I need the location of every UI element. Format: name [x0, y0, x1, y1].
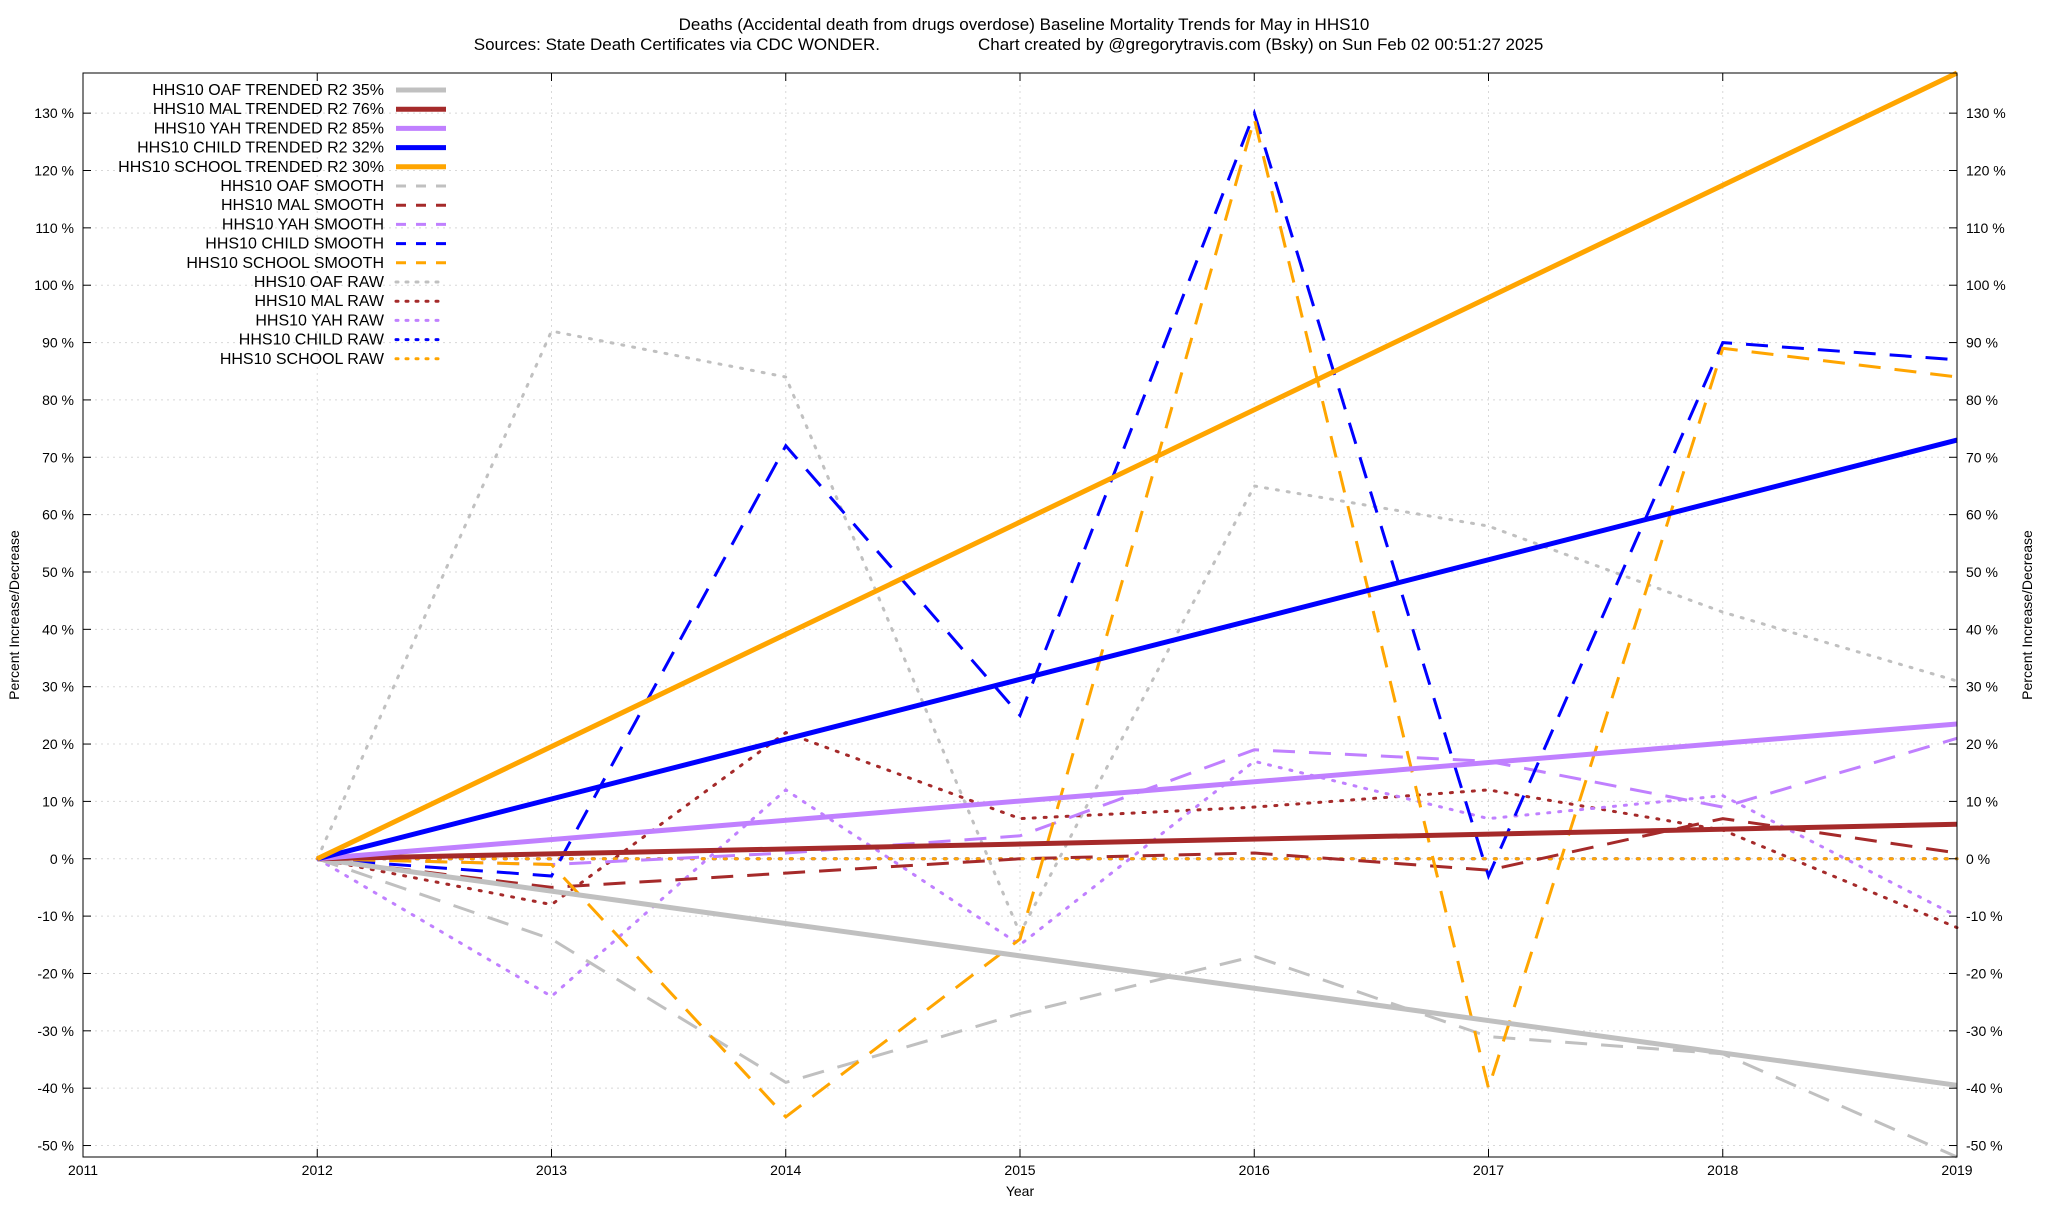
- series-line: [316, 70, 1959, 862]
- y-tick-label-left: 0 %: [50, 851, 74, 867]
- y-tick-label-right: -10 %: [1966, 908, 2003, 924]
- y-tick-label-left: -20 %: [37, 965, 74, 981]
- y-tick-label-right: 20 %: [1966, 736, 1998, 752]
- y-tick-label-right: 80 %: [1966, 392, 1998, 408]
- legend-label: HHS10 OAF SMOOTH: [220, 178, 384, 195]
- chart-subtitle-right: Chart created by @gregorytravis.com (Bsk…: [978, 35, 1543, 54]
- y-tick-label-left: 90 %: [42, 335, 74, 351]
- legend-label: HHS10 MAL TRENDED R2 76%: [153, 101, 384, 118]
- y-tick-label-right: -20 %: [1966, 965, 2003, 981]
- x-tick-label: 2016: [1239, 1162, 1270, 1178]
- y-tick-label-right: 40 %: [1966, 621, 1998, 637]
- y-axis-label-left: Percent Increase/Decrease: [6, 530, 22, 700]
- legend-label: HHS10 CHILD SMOOTH: [205, 236, 384, 253]
- y-tick-label-left: 130 %: [34, 105, 74, 121]
- series-line: [317, 108, 1958, 881]
- x-tick-label: 2011: [68, 1162, 98, 1178]
- series-line: [317, 721, 1958, 862]
- y-tick-label-right: -50 %: [1966, 1138, 2003, 1154]
- y-tick-label-left: 70 %: [42, 449, 74, 465]
- y-tick-label-right: 130 %: [1966, 105, 2006, 121]
- y-tick-label-left: 100 %: [34, 277, 74, 293]
- chart-title: Deaths (Accidental death from drugs over…: [679, 15, 1370, 34]
- series-line: [315, 329, 1959, 937]
- legend-label: HHS10 YAH TRENDED R2 85%: [154, 120, 384, 137]
- series-line: [316, 856, 1958, 1088]
- legend-label: HHS10 SCHOOL RAW: [220, 351, 385, 368]
- series-line: [315, 730, 1959, 930]
- y-tick-label-left: 20 %: [42, 736, 74, 752]
- y-tick-label-left: -40 %: [37, 1080, 74, 1096]
- y-tick-label-right: 120 %: [1966, 163, 2006, 179]
- y-tick-label-right: 110 %: [1966, 220, 2005, 236]
- y-tick-label-right: 50 %: [1966, 564, 1998, 580]
- y-tick-label-left: -30 %: [37, 1023, 74, 1039]
- series-line: [315, 759, 1959, 999]
- series-line: [317, 821, 1958, 862]
- chart-subtitle-left: Sources: State Death Certificates via CD…: [474, 35, 880, 54]
- axis-ticks: -50 % -50 % -40 % -40 % -30 % -30 % -20 % -20 %…: [34, 73, 2006, 1178]
- x-tick-label: 2013: [536, 1162, 567, 1178]
- y-tick-label-right: -40 %: [1966, 1080, 2003, 1096]
- legend-label: HHS10 MAL RAW: [254, 293, 384, 310]
- y-tick-label-left: 40 %: [42, 621, 74, 637]
- x-tick-label: 2012: [302, 1162, 333, 1178]
- y-tick-label-right: 70 %: [1966, 449, 1998, 465]
- series-line: [317, 817, 1958, 889]
- y-tick-label-right: 90 %: [1966, 335, 1998, 351]
- legend-label: HHS10 MAL SMOOTH: [221, 197, 384, 214]
- y-tick-label-right: 10 %: [1966, 793, 1998, 809]
- y-tick-label-right: 30 %: [1966, 679, 1998, 695]
- legend-label: HHS10 OAF TRENDED R2 35%: [152, 82, 384, 99]
- legend: HHS10 OAF TRENDED R2 35% HHS10 MAL TRENDE…: [118, 82, 448, 368]
- legend-label: HHS10 OAF RAW: [254, 274, 385, 291]
- legend-label: HHS10 YAH RAW: [255, 312, 385, 329]
- series-line: [317, 113, 1958, 1119]
- x-tick-label: 2015: [1004, 1162, 1035, 1178]
- legend-label: HHS10 SCHOOL SMOOTH: [186, 255, 384, 272]
- y-axis-label-right: Percent Increase/Decrease: [2019, 530, 2035, 700]
- legend-label: HHS10 YAH SMOOTH: [222, 216, 384, 233]
- y-tick-label-left: 110 %: [35, 220, 74, 236]
- legend-label: HHS10 CHILD RAW: [239, 332, 385, 349]
- y-tick-label-left: 120 %: [34, 163, 74, 179]
- y-tick-label-right: 60 %: [1966, 507, 1998, 523]
- y-tick-label-right: 100 %: [1966, 277, 2006, 293]
- y-tick-label-left: 10 %: [42, 793, 74, 809]
- x-tick-label: 2019: [1941, 1162, 1972, 1178]
- series-lines: [315, 70, 1959, 1159]
- y-tick-label-right: -30 %: [1966, 1023, 2003, 1039]
- y-tick-label-left: 30 %: [42, 679, 74, 695]
- x-tick-label: 2018: [1707, 1162, 1738, 1178]
- y-tick-label-left: -10 %: [37, 908, 74, 924]
- x-tick-label: 2014: [770, 1162, 801, 1178]
- series-line: [316, 857, 1958, 1159]
- x-axis-label: Year: [1006, 1183, 1035, 1199]
- y-tick-label-left: 50 %: [42, 564, 74, 580]
- y-tick-label-left: -50 %: [37, 1138, 74, 1154]
- y-tick-label-left: 80 %: [42, 392, 74, 408]
- y-tick-label-left: 60 %: [42, 507, 74, 523]
- legend-label: HHS10 CHILD TRENDED R2 32%: [137, 140, 384, 157]
- y-tick-label-right: 0 %: [1966, 851, 1990, 867]
- x-tick-label: 2017: [1473, 1162, 1504, 1178]
- legend-label: HHS10 SCHOOL TRENDED R2 30%: [118, 159, 384, 176]
- series-line: [316, 437, 1958, 862]
